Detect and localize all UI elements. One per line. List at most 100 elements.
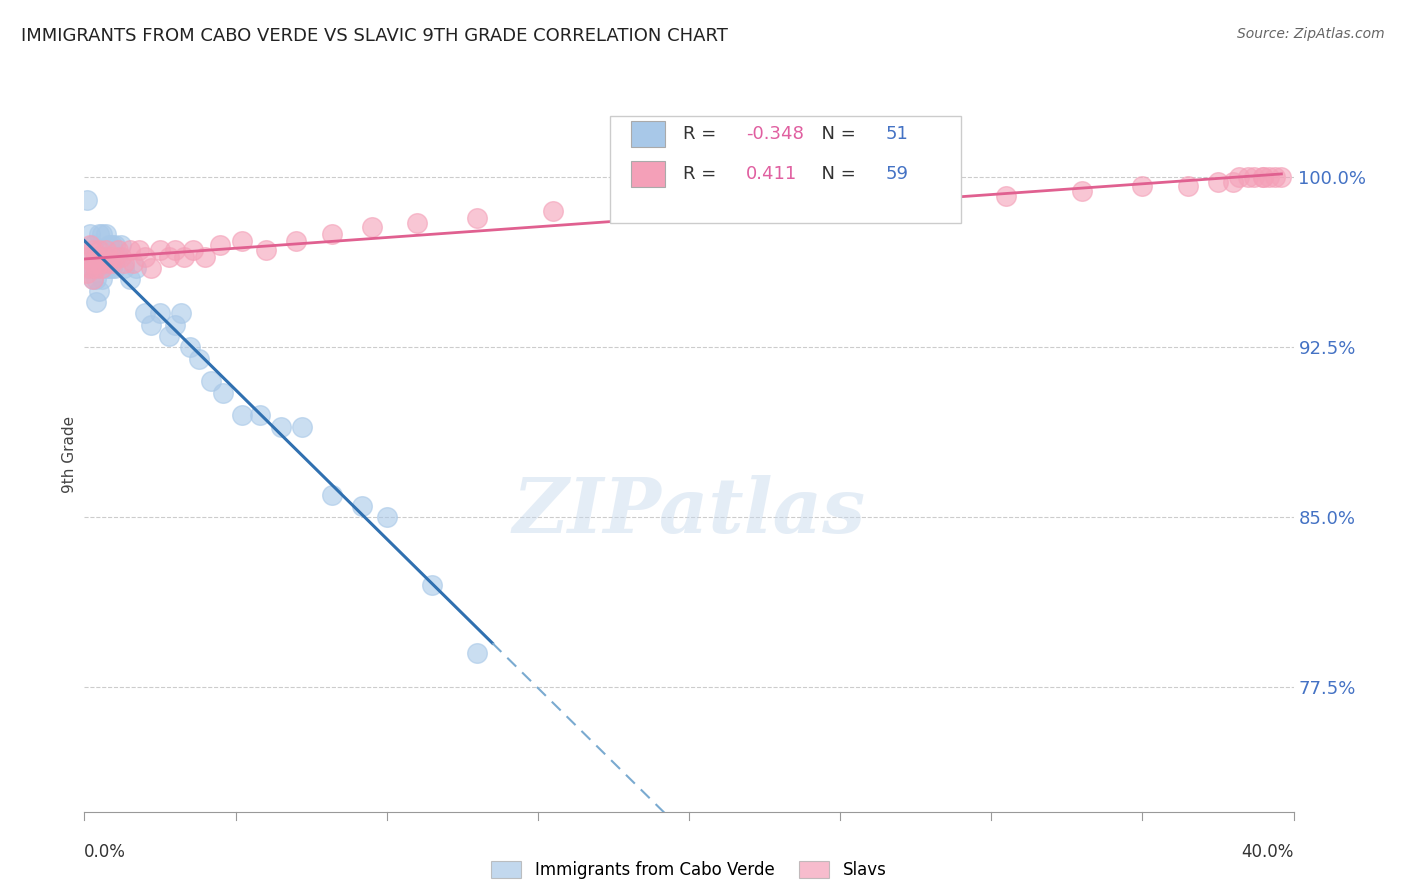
Point bbox=[149, 243, 172, 257]
FancyBboxPatch shape bbox=[631, 161, 665, 187]
Point bbox=[107, 250, 129, 264]
Point bbox=[134, 250, 156, 264]
Point bbox=[79, 250, 101, 264]
Point bbox=[1243, 170, 1265, 185]
Point bbox=[118, 243, 141, 257]
Point bbox=[284, 234, 308, 248]
Point bbox=[86, 250, 108, 264]
Point bbox=[360, 220, 382, 235]
Y-axis label: 9th Grade: 9th Grade bbox=[62, 417, 77, 493]
Point bbox=[321, 227, 343, 241]
Point bbox=[1251, 170, 1274, 185]
Point bbox=[1270, 170, 1292, 185]
Point bbox=[82, 272, 104, 286]
Point bbox=[1222, 175, 1244, 189]
Legend: Immigrants from Cabo Verde, Slavs: Immigrants from Cabo Verde, Slavs bbox=[485, 854, 893, 886]
Point bbox=[291, 419, 314, 434]
Point bbox=[86, 272, 108, 286]
Text: 0.0%: 0.0% bbox=[84, 843, 127, 861]
Point bbox=[200, 374, 222, 388]
Point bbox=[79, 238, 101, 252]
Point bbox=[194, 250, 217, 264]
Text: 59: 59 bbox=[886, 166, 910, 184]
Point bbox=[814, 193, 837, 207]
Point bbox=[89, 256, 111, 270]
Point bbox=[1130, 179, 1153, 194]
Point bbox=[231, 409, 253, 423]
Point bbox=[149, 306, 172, 320]
Point bbox=[112, 260, 135, 275]
Point bbox=[89, 284, 111, 298]
Point bbox=[82, 238, 104, 252]
Point bbox=[231, 234, 253, 248]
Text: ZIPatlas: ZIPatlas bbox=[512, 475, 866, 549]
Point bbox=[617, 197, 640, 211]
Point bbox=[170, 306, 193, 320]
Point bbox=[76, 250, 98, 264]
Point bbox=[139, 260, 162, 275]
Point bbox=[94, 243, 117, 257]
Point bbox=[420, 578, 443, 592]
Point bbox=[86, 260, 108, 275]
Point bbox=[91, 227, 114, 241]
Text: N =: N = bbox=[810, 125, 862, 143]
Point bbox=[1237, 170, 1260, 185]
Point bbox=[163, 243, 186, 257]
Point bbox=[104, 260, 127, 275]
Point bbox=[94, 260, 117, 275]
Point bbox=[79, 227, 101, 241]
Point bbox=[1071, 184, 1094, 198]
Point bbox=[97, 250, 120, 264]
Point bbox=[1177, 179, 1199, 194]
Text: -0.348: -0.348 bbox=[745, 125, 804, 143]
Point bbox=[179, 340, 201, 354]
Point bbox=[249, 409, 271, 423]
Point bbox=[100, 260, 122, 275]
Point bbox=[91, 250, 114, 264]
Point bbox=[89, 250, 111, 264]
Point bbox=[110, 250, 132, 264]
Point bbox=[89, 260, 111, 275]
Point bbox=[270, 419, 292, 434]
Point bbox=[254, 243, 277, 257]
Point bbox=[125, 260, 148, 275]
Point bbox=[86, 295, 108, 310]
Point bbox=[76, 266, 98, 280]
Point bbox=[82, 272, 104, 286]
Point bbox=[91, 272, 114, 286]
Text: IMMIGRANTS FROM CABO VERDE VS SLAVIC 9TH GRADE CORRELATION CHART: IMMIGRANTS FROM CABO VERDE VS SLAVIC 9TH… bbox=[21, 27, 728, 45]
Text: Source: ZipAtlas.com: Source: ZipAtlas.com bbox=[1237, 27, 1385, 41]
Point bbox=[134, 306, 156, 320]
Point bbox=[1258, 170, 1281, 185]
Point bbox=[352, 499, 374, 513]
Text: 40.0%: 40.0% bbox=[1241, 843, 1294, 861]
Text: R =: R = bbox=[683, 125, 721, 143]
Point bbox=[157, 250, 180, 264]
FancyBboxPatch shape bbox=[631, 120, 665, 146]
Point bbox=[173, 250, 195, 264]
Point bbox=[82, 260, 104, 275]
Point bbox=[1227, 170, 1250, 185]
Point bbox=[112, 256, 135, 270]
Point bbox=[139, 318, 162, 332]
Point bbox=[1264, 170, 1286, 185]
Point bbox=[86, 250, 108, 264]
Point bbox=[86, 260, 108, 275]
Point bbox=[181, 243, 204, 257]
Point bbox=[79, 260, 101, 275]
Point bbox=[188, 351, 211, 366]
Point bbox=[995, 188, 1018, 202]
Point bbox=[212, 385, 235, 400]
Point bbox=[110, 238, 132, 252]
Point bbox=[104, 250, 127, 264]
Point bbox=[82, 243, 104, 257]
Point bbox=[1251, 170, 1274, 185]
Text: R =: R = bbox=[683, 166, 721, 184]
Point bbox=[128, 243, 150, 257]
Point bbox=[209, 238, 232, 252]
Point bbox=[406, 216, 429, 230]
Point bbox=[100, 256, 122, 270]
Point bbox=[541, 204, 564, 219]
FancyBboxPatch shape bbox=[610, 116, 962, 223]
Point bbox=[121, 256, 143, 270]
